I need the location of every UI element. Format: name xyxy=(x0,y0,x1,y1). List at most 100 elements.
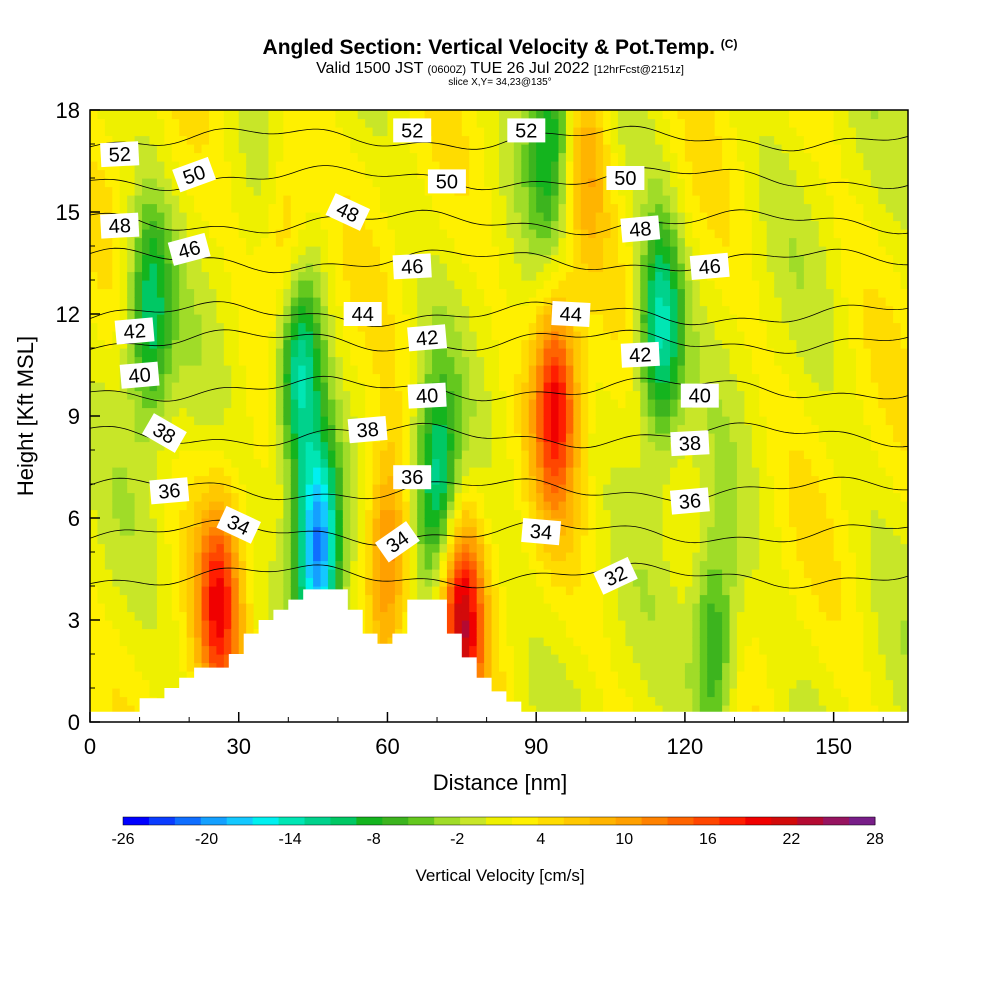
velocity-cell xyxy=(558,229,567,239)
velocity-cell xyxy=(491,373,500,383)
velocity-cell xyxy=(580,492,589,502)
velocity-cell xyxy=(342,450,351,460)
velocity-cell xyxy=(491,110,500,120)
velocity-cell xyxy=(543,373,552,383)
velocity-cell xyxy=(90,509,99,519)
velocity-cell xyxy=(580,339,589,349)
velocity-cell xyxy=(275,594,284,604)
velocity-cell xyxy=(246,365,255,375)
velocity-cell xyxy=(253,314,262,324)
velocity-cell xyxy=(134,671,143,681)
velocity-cell xyxy=(335,263,344,273)
velocity-cell xyxy=(164,237,173,247)
velocity-cell xyxy=(238,356,247,366)
velocity-cell xyxy=(149,569,158,579)
velocity-cell xyxy=(536,501,545,511)
velocity-cell xyxy=(380,628,389,638)
velocity-cell xyxy=(402,501,411,511)
velocity-cell xyxy=(223,586,232,596)
velocity-cell xyxy=(112,110,121,120)
velocity-cell xyxy=(394,399,403,409)
velocity-cell xyxy=(350,339,359,349)
velocity-cell xyxy=(253,127,262,137)
velocity-cell xyxy=(551,203,560,213)
velocity-cell xyxy=(171,586,180,596)
velocity-cell xyxy=(588,127,597,137)
velocity-cell xyxy=(350,356,359,366)
velocity-cell xyxy=(543,611,552,621)
velocity-cell xyxy=(573,450,582,460)
velocity-cell xyxy=(446,144,455,154)
velocity-cell xyxy=(521,356,530,366)
velocity-cell xyxy=(595,671,604,681)
velocity-cell xyxy=(580,118,589,128)
velocity-cell xyxy=(283,543,292,553)
velocity-cell xyxy=(261,433,270,443)
velocity-cell xyxy=(528,662,537,672)
velocity-cell xyxy=(335,356,344,366)
velocity-cell xyxy=(104,118,113,128)
velocity-cell xyxy=(372,628,381,638)
velocity-cell xyxy=(380,501,389,511)
velocity-cell xyxy=(432,441,441,451)
velocity-cell xyxy=(290,492,299,502)
velocity-cell xyxy=(476,169,485,179)
velocity-cell xyxy=(149,263,158,273)
velocity-cell xyxy=(461,645,470,655)
velocity-cell xyxy=(461,348,470,358)
velocity-cell xyxy=(90,569,99,579)
velocity-cell xyxy=(335,144,344,154)
velocity-cell xyxy=(104,254,113,264)
velocity-cell xyxy=(231,297,240,307)
velocity-cell xyxy=(156,365,165,375)
velocity-cell xyxy=(275,450,284,460)
velocity-cell xyxy=(484,611,493,621)
velocity-cell xyxy=(142,169,151,179)
velocity-cell xyxy=(253,620,262,630)
velocity-cell xyxy=(208,450,218,460)
velocity-cell xyxy=(164,178,173,188)
velocity-cell xyxy=(179,467,188,477)
velocity-cell xyxy=(461,127,470,137)
velocity-cell xyxy=(335,339,344,349)
velocity-cell xyxy=(551,441,560,451)
velocity-cell xyxy=(543,594,552,604)
velocity-cell xyxy=(380,322,389,332)
velocity-cell xyxy=(164,322,173,332)
velocity-cell xyxy=(149,586,158,596)
velocity-cell xyxy=(580,212,589,222)
velocity-cell xyxy=(402,594,411,604)
velocity-cell xyxy=(275,390,284,400)
velocity-cell xyxy=(491,118,500,128)
velocity-cell xyxy=(432,543,441,553)
velocity-cell xyxy=(179,322,188,332)
velocity-cell xyxy=(476,339,485,349)
velocity-cell xyxy=(491,407,500,417)
velocity-cell xyxy=(588,161,597,171)
velocity-cell xyxy=(171,110,180,120)
velocity-cell xyxy=(90,552,99,562)
velocity-cell xyxy=(305,348,314,358)
velocity-cell xyxy=(112,586,121,596)
velocity-cell xyxy=(565,356,574,366)
velocity-cell xyxy=(551,127,560,137)
velocity-cell xyxy=(268,263,277,273)
velocity-cell xyxy=(335,280,344,290)
velocity-cell xyxy=(283,586,292,596)
velocity-cell xyxy=(268,577,277,587)
velocity-cell xyxy=(104,348,113,358)
velocity-cell xyxy=(357,492,366,502)
velocity-cell xyxy=(283,229,292,239)
velocity-cell xyxy=(417,424,426,434)
velocity-cell xyxy=(320,220,329,230)
velocity-cell xyxy=(565,178,574,188)
velocity-cell xyxy=(119,280,128,290)
velocity-cell xyxy=(350,586,359,596)
velocity-cell xyxy=(499,509,508,519)
velocity-cell xyxy=(97,467,106,477)
velocity-cell xyxy=(320,331,329,341)
velocity-cell xyxy=(194,271,203,281)
velocity-cell xyxy=(573,535,582,545)
velocity-cell xyxy=(298,509,307,519)
velocity-cell xyxy=(580,127,589,137)
